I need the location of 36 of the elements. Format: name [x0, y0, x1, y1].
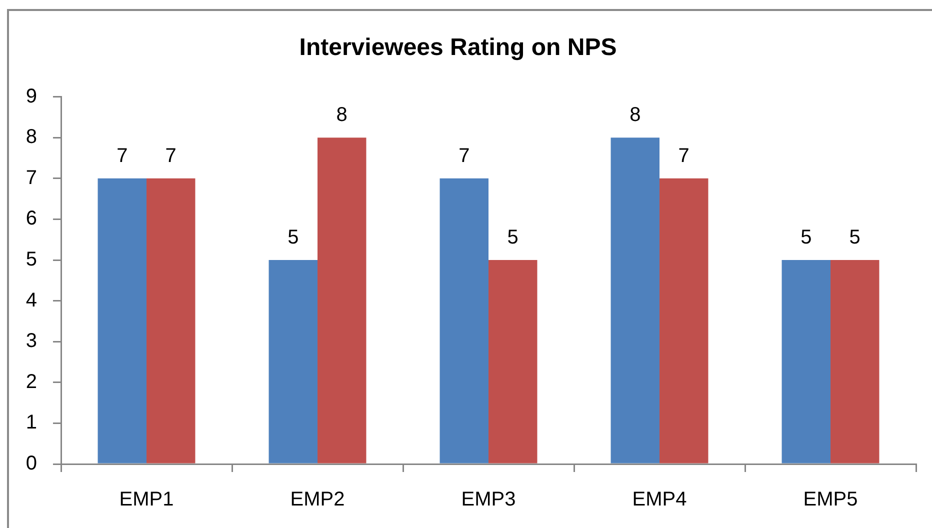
y-tick-label: 0 [26, 452, 37, 475]
bar [830, 260, 880, 464]
data-label: 7 [116, 144, 128, 167]
bar [782, 260, 830, 464]
data-label: 5 [507, 226, 518, 249]
data-label: 7 [678, 144, 690, 167]
bar [268, 260, 318, 464]
data-label: 7 [458, 144, 470, 167]
y-tick-label: 5 [26, 248, 37, 271]
data-label: 8 [336, 104, 348, 126]
bar [440, 178, 488, 464]
x-tick-label: EMP2 [290, 488, 345, 511]
y-tick-label: 3 [26, 330, 37, 352]
y-tick-label: 2 [26, 370, 37, 393]
bar [318, 138, 366, 464]
data-label: 5 [288, 226, 299, 249]
y-tick-label: 6 [26, 208, 37, 230]
bar [610, 138, 660, 464]
y-tick-label: 1 [26, 412, 37, 434]
data-label: 8 [630, 104, 641, 126]
bar [98, 178, 146, 464]
y-tick-label: 4 [26, 289, 37, 312]
x-tick-label: EMP3 [461, 488, 516, 511]
chart-title: Interviewees Rating on NPS [299, 34, 617, 62]
x-tick-label: EMP4 [632, 488, 687, 511]
y-tick-label: 9 [26, 85, 37, 108]
bar [146, 178, 196, 464]
y-tick-label: 7 [26, 166, 37, 189]
x-tick-label: EMP5 [803, 488, 858, 511]
y-tick-label: 8 [26, 126, 37, 148]
data-label: 5 [849, 226, 860, 249]
bar [488, 260, 538, 464]
data-label: 7 [165, 144, 176, 167]
data-label: 5 [800, 226, 812, 249]
bar [660, 178, 708, 464]
x-tick-label: EMP1 [119, 488, 174, 511]
